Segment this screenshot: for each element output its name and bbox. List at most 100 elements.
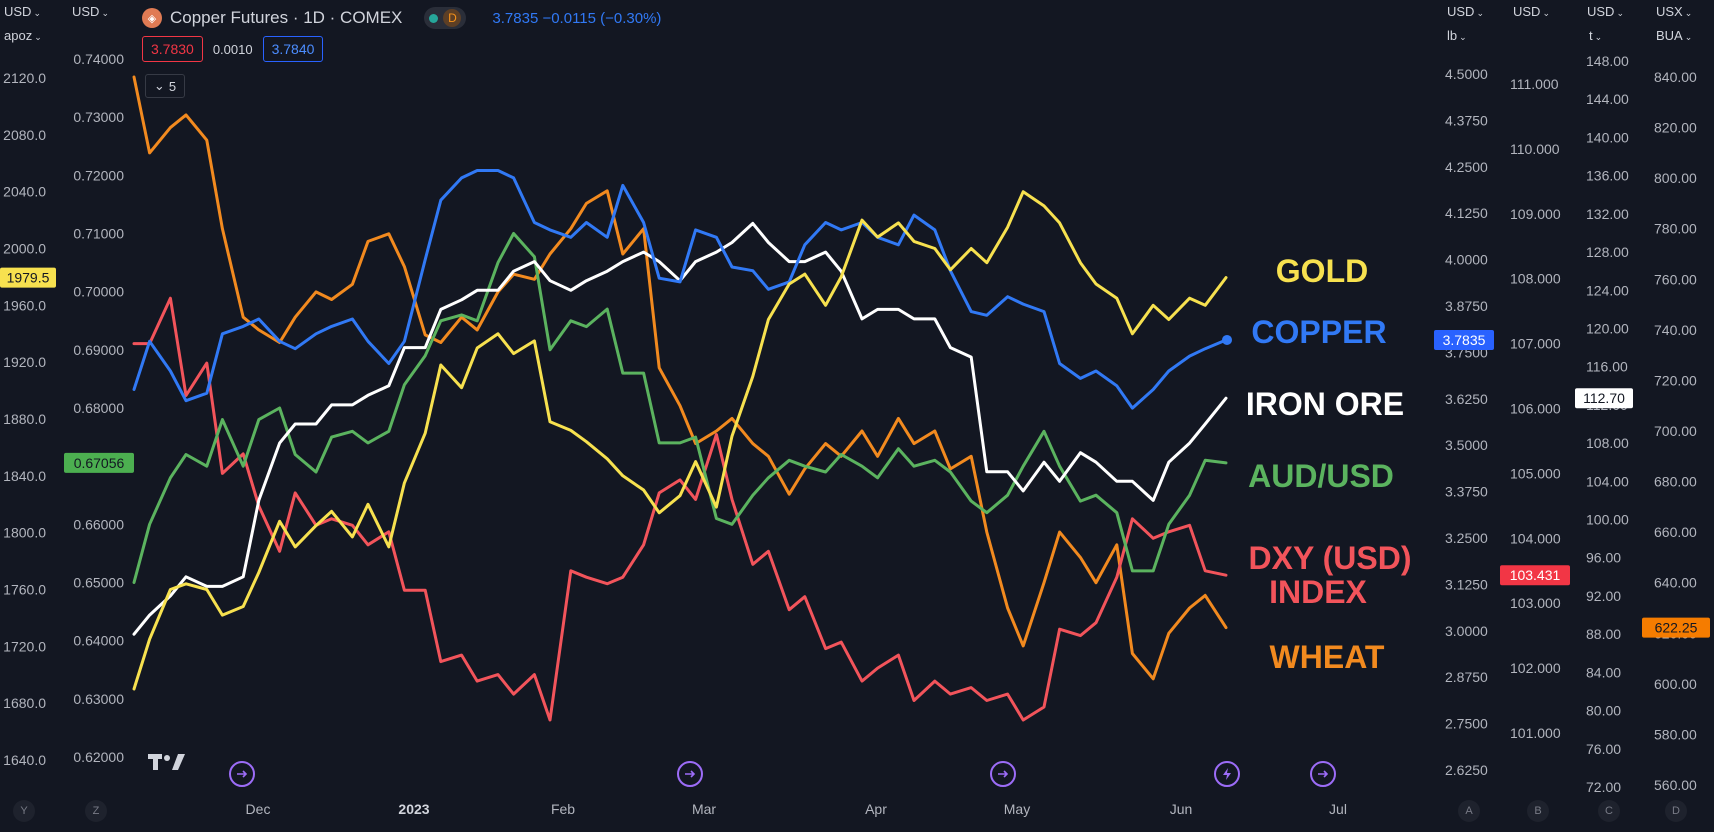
gold_price-tick-label: 1840.0 xyxy=(3,468,46,484)
copper_price-tick-label: 3.5000 xyxy=(1445,437,1488,453)
iron_ore_price-last-tag xyxy=(1575,388,1633,409)
dxy_index-tick-label: 110.000 xyxy=(1510,141,1560,157)
wheat-currency-select[interactable]: USX ⌄ xyxy=(1656,4,1692,19)
chevron-down-icon: ⌄ xyxy=(34,32,42,42)
status-badges: D xyxy=(424,7,467,29)
wheat_price-last-value: 622.25 xyxy=(1655,620,1698,636)
copper_price-tick-label: 2.8750 xyxy=(1445,669,1488,685)
copper-unit-label: lb xyxy=(1447,28,1458,43)
iron_ore_price-tick-label: 72.00 xyxy=(1586,779,1621,795)
iron-unit-select[interactable]: t ⌄ xyxy=(1589,28,1602,43)
pane-a-button[interactable]: A xyxy=(1458,800,1480,822)
copper_price-tick-label: 2.6250 xyxy=(1445,762,1488,778)
copper_price-tick-label: 3.1250 xyxy=(1445,576,1488,592)
symbol-header: ◈ Copper Futures · 1D · COMEX D 3.7835 −… xyxy=(142,6,661,30)
wheat_price-tick-label: 740.00 xyxy=(1654,322,1697,338)
wheat-unit-select[interactable]: BUA ⌄ xyxy=(1656,28,1692,43)
copper-last-point xyxy=(1222,334,1232,345)
pane-b-button[interactable]: B xyxy=(1527,800,1549,822)
dxy-usd-index-legend-label: INDEX xyxy=(1269,574,1367,610)
aud-currency-select[interactable]: USD ⌄ xyxy=(72,4,109,19)
chevron-down-icon: ⌄ xyxy=(1616,8,1624,18)
gold-unit-label: apoz xyxy=(4,28,33,43)
copper-line xyxy=(132,169,1228,410)
gold-currency-label: USD xyxy=(4,4,32,19)
delayed-badge: D xyxy=(443,9,462,27)
copper_price-tick-label: 2.7500 xyxy=(1445,716,1488,732)
buy-button[interactable]: 3.7840 xyxy=(262,36,324,62)
pane-d-button[interactable]: D xyxy=(1665,800,1687,822)
gold-currency-select[interactable]: USD ⌄ xyxy=(4,4,41,19)
event-marker-icon[interactable] xyxy=(677,761,703,787)
gold_price-last-value: 1979.5 xyxy=(7,270,50,286)
gold_price-tick-label: 1640.0 xyxy=(3,752,46,768)
iron_ore_price-tick-label: 124.00 xyxy=(1586,282,1629,298)
copper_price-tick-label: 3.3750 xyxy=(1445,484,1488,500)
aud-currency-label: USD xyxy=(72,4,100,19)
aud_usd-tick-label: 0.70000 xyxy=(73,284,124,300)
iron_ore_price-tick-label: 108.00 xyxy=(1586,435,1629,451)
aud_usd-tick-label: 0.71000 xyxy=(73,226,124,242)
time-axis: Dec 2023 Feb Mar Apr May Jun Jul xyxy=(246,801,1347,817)
indicators-toggle[interactable]: ⌄ 5 xyxy=(145,74,185,98)
event-marker-icon[interactable] xyxy=(990,761,1016,787)
gold_price-tick-label: 2080.0 xyxy=(3,127,46,143)
gold_price-tick-label: 1920.0 xyxy=(3,354,46,370)
dxy_index-last-tag xyxy=(1500,565,1570,586)
iron-currency-label: USD xyxy=(1587,4,1615,19)
indicator-count: 5 xyxy=(168,78,177,94)
lightning-marker-icon[interactable] xyxy=(1214,761,1240,787)
wheat_price-tick-label: 660.00 xyxy=(1654,524,1697,540)
copper-currency-select[interactable]: USD ⌄ xyxy=(1447,4,1484,19)
copper-legend-label: COPPER xyxy=(1251,314,1386,350)
iron_ore_price-tick-label: 144.00 xyxy=(1586,91,1629,107)
pane-y-button[interactable]: Y xyxy=(13,800,35,822)
pane-z-button[interactable]: Z xyxy=(85,800,107,822)
aud_usd-tick-label: 0.62000 xyxy=(73,749,124,765)
iron_ore_price-tick-label: 116.00 xyxy=(1586,359,1628,375)
series-lines xyxy=(132,75,1232,722)
iron_ore_price-tick-label: 96.00 xyxy=(1586,550,1621,566)
wheat_price-tick-label: 720.00 xyxy=(1654,372,1697,388)
time-tick-label: Jul xyxy=(1329,801,1347,817)
symbol-title[interactable]: Copper Futures · 1D · COMEX xyxy=(170,8,403,27)
time-tick-label: Dec xyxy=(246,801,271,817)
aud_usd-tick-label: 0.64000 xyxy=(73,633,124,649)
dxy-currency-select[interactable]: USD ⌄ xyxy=(1513,4,1550,19)
copper_price-tick-label: 3.0000 xyxy=(1445,623,1488,639)
chevron-down-icon: ⌄ xyxy=(1476,8,1484,18)
dxy-usd-index-legend-label: DXY (USD) xyxy=(1249,540,1412,576)
aud_usd-tick-label: 0.63000 xyxy=(73,691,124,707)
pane-c-button[interactable]: C xyxy=(1598,800,1620,822)
event-marker-icon[interactable] xyxy=(229,761,255,787)
aud_usd-tick-label: 0.74000 xyxy=(73,51,124,67)
chevron-down-icon: ⌄ xyxy=(1594,32,1603,42)
gold-unit-select[interactable]: apoz ⌄ xyxy=(4,28,42,43)
sell-button[interactable]: 3.7830 xyxy=(142,36,203,62)
wheat_price-tick-label: 780.00 xyxy=(1654,221,1697,237)
tradingview-logo-icon[interactable] xyxy=(148,752,188,772)
aud_usd-tick-label: 0.69000 xyxy=(73,342,124,358)
time-tick-label: Feb xyxy=(551,801,575,817)
copper-unit-select[interactable]: lb ⌄ xyxy=(1447,28,1467,43)
copper_price-tick-label: 4.0000 xyxy=(1445,252,1488,268)
market-open-icon xyxy=(429,13,439,23)
gold_price-tick-label: 2120.0 xyxy=(3,70,46,86)
wheat-currency-label: USX xyxy=(1656,4,1683,19)
copper-logo-icon: ◈ xyxy=(142,8,162,28)
gold_price-last-tag xyxy=(0,267,56,288)
dxy_index-tick-label: 102.000 xyxy=(1510,660,1561,676)
wheat_price-tick-label: 640.00 xyxy=(1654,575,1697,591)
iron-currency-select[interactable]: USD ⌄ xyxy=(1587,4,1624,19)
wheat_price-tick-label: 560.00 xyxy=(1654,777,1697,793)
aud_usd-tick-label: 0.65000 xyxy=(73,575,124,591)
wheat-unit-label: BUA xyxy=(1656,28,1683,43)
aud_usd-tick-label: 0.73000 xyxy=(73,109,124,125)
chevron-down-icon: ⌄ xyxy=(101,8,109,18)
event-marker-icon[interactable] xyxy=(1310,761,1336,787)
chevron-down-icon: ⌄ xyxy=(1684,8,1693,18)
copper_price-tick-label: 4.2500 xyxy=(1445,159,1488,175)
chevron-down-icon: ⌄ xyxy=(1542,8,1550,18)
